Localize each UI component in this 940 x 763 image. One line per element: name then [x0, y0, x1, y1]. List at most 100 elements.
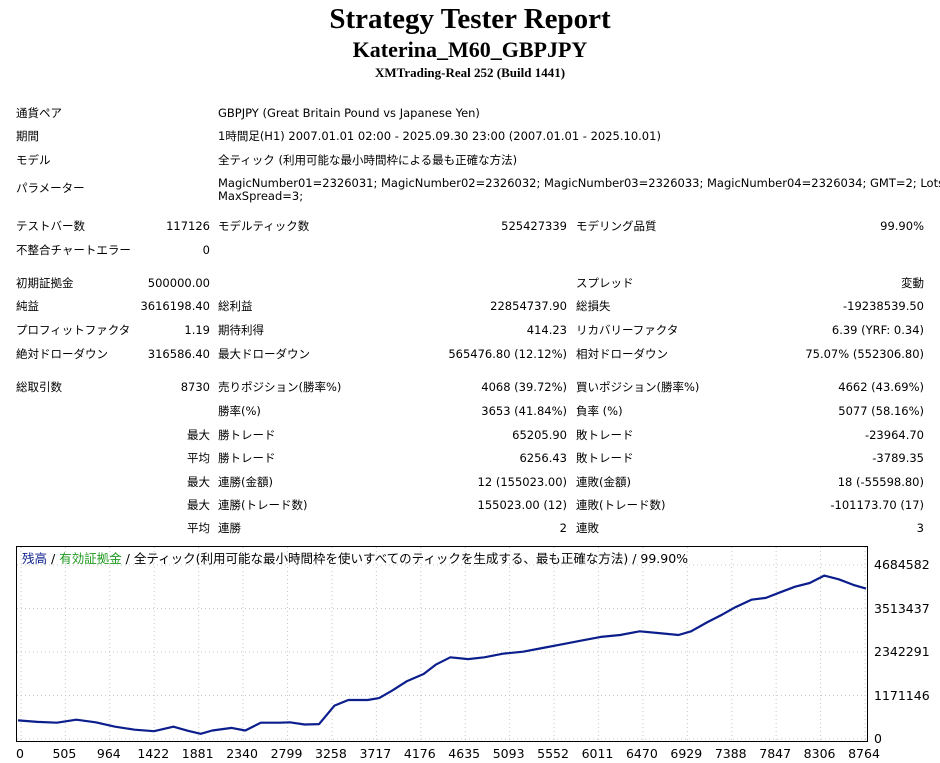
loss-rate-label: 負率 (%) — [576, 404, 623, 418]
server-build: XMTrading-Real 252 (Build 1441) — [374, 65, 566, 80]
x-tick-label: 4176 — [403, 746, 436, 761]
max-cons-wins-label: 連勝(金額) — [218, 475, 273, 489]
long-positions-label: 買いポジション(勝率%) — [576, 380, 700, 394]
y-tick-label: 2342291 — [874, 644, 930, 659]
period-value: 1時間足(H1) 2007.01.01 02:00 - 2025.09.30 2… — [218, 129, 661, 143]
report-title: Strategy Tester Report — [329, 3, 611, 35]
x-tick-label: 0 — [16, 746, 24, 761]
x-tick-label: 4635 — [448, 746, 481, 761]
spread-value: 変動 — [901, 276, 924, 290]
abs-drawdown-value: 316586.40 — [147, 347, 210, 361]
max-label-2: 最大 — [187, 475, 210, 489]
gross-loss-value: -19238539.50 — [843, 299, 924, 313]
x-tick-label: 7388 — [714, 746, 747, 761]
ticks-label: モデルティック数 — [218, 219, 310, 233]
x-tick-label: 8306 — [803, 746, 836, 761]
short-positions-label: 売りポジション(勝率%) — [218, 380, 342, 394]
largest-loss-label: 敗トレード — [576, 428, 634, 442]
y-tick-label: 1171146 — [874, 687, 930, 703]
legend-sep: / — [47, 551, 60, 566]
gross-profit-label: 総利益 — [218, 299, 253, 313]
short-positions-value: 4068 (39.72%) — [481, 380, 567, 394]
avg-loss-label: 敗トレード — [576, 451, 634, 465]
expected-payoff-label: 期待利得 — [218, 323, 264, 337]
avg-label: 平均 — [187, 451, 210, 465]
x-tick-label: 1422 — [137, 746, 170, 761]
x-tick-label: 5093 — [492, 746, 525, 761]
model-label: モデル — [16, 153, 51, 167]
avg-cons-losses-label: 連敗 — [576, 521, 599, 535]
rel-drawdown-value: 75.07% (552306.80) — [805, 347, 924, 361]
max-drawdown-label: 最大ドローダウン — [218, 347, 310, 361]
x-tick-label: 6929 — [670, 746, 703, 761]
largest-win-label: 勝トレード — [218, 428, 276, 442]
max-cons-wins-value: 12 (155023.00) — [477, 475, 567, 489]
largest-win-value: 65205.90 — [512, 428, 567, 442]
series-line-balance — [17, 574, 867, 735]
recovery-factor-value: 6.39 (YRF: 0.34) — [831, 323, 924, 337]
x-tick-label: 7847 — [759, 746, 792, 761]
avg-loss-value: -3789.35 — [872, 451, 924, 465]
max-cons-loss-value: -101173.70 (17) — [830, 498, 924, 512]
net-profit-value: 3616198.40 — [140, 299, 210, 313]
x-tick-label: 3717 — [359, 746, 392, 761]
max-drawdown-value: 565476.80 (12.12%) — [448, 347, 567, 361]
deposit-value: 500000.00 — [147, 276, 210, 290]
max-cons-profit-label: 連勝(トレード数) — [218, 498, 308, 512]
y-tick-label: 0 — [874, 731, 882, 746]
x-tick-label: 2799 — [270, 746, 303, 761]
avg-cons-wins-label: 連勝 — [218, 521, 241, 535]
params-line-1: MagicNumber01=2326031; MagicNumber02=232… — [218, 176, 940, 190]
recovery-factor-label: リカバリーファクタ — [576, 323, 679, 337]
win-rate-value: 3653 (41.84%) — [481, 404, 567, 418]
net-profit-label: 純益 — [16, 299, 39, 313]
legend-equity: 有効証拠金 — [59, 551, 122, 566]
loss-rate-value: 5077 (58.16%) — [838, 404, 924, 418]
x-tick-label: 3258 — [315, 746, 347, 761]
x-tick-label: 6011 — [581, 746, 614, 761]
total-trades-value: 8730 — [180, 380, 210, 394]
spread-label: スプレッド — [576, 276, 634, 290]
avg-cons-losses-value: 3 — [916, 521, 924, 535]
avg-cons-wins-value: 2 — [559, 521, 567, 535]
max-cons-losses-value: 18 (-55598.80) — [837, 475, 924, 489]
x-tick-label: 505 — [52, 746, 77, 761]
total-trades-label: 総取引数 — [16, 380, 62, 394]
x-tick-label: 5552 — [537, 746, 569, 761]
params-line-2: MaxSpread=3; — [218, 189, 304, 203]
max-cons-losses-label: 連敗(金額) — [576, 475, 631, 489]
period-label: 期間 — [16, 129, 39, 143]
x-tick-label: 964 — [96, 746, 121, 761]
bars-label: テストバー数 — [16, 219, 85, 233]
largest-loss-value: -23964.70 — [864, 428, 924, 442]
gross-loss-label: 総損失 — [576, 299, 611, 313]
max-label: 最大 — [187, 428, 210, 442]
profit-factor-label: プロフィットファクタ — [16, 323, 131, 337]
x-tick-label: 6470 — [625, 746, 658, 761]
max-cons-loss-label: 連敗(トレード数) — [576, 498, 666, 512]
chart-plot — [17, 547, 867, 741]
quality-value: 99.90% — [880, 219, 924, 233]
long-positions-value: 4662 (43.69%) — [838, 380, 924, 394]
gross-profit-value: 22854737.90 — [490, 299, 567, 313]
model-value: 全ティック (利用可能な最小時間枠による最も正確な方法) — [218, 153, 518, 167]
symbol-label: 通貨ペア — [16, 106, 62, 120]
max-cons-profit-value: 155023.00 (12) — [477, 498, 567, 512]
deposit-label: 初期証拠金 — [16, 276, 74, 290]
profit-factor-value: 1.19 — [184, 323, 210, 337]
chart-legend: 残高 / 有効証拠金 / 全ティック(利用可能な最小時間枠を使いすべてのティック… — [22, 551, 688, 566]
x-tick-label: 8764 — [848, 746, 880, 761]
mismatch-value: 0 — [202, 243, 210, 257]
avg-label-2: 平均 — [187, 521, 210, 535]
y-tick-label: 4684582 — [874, 557, 930, 572]
max-label-3: 最大 — [187, 498, 210, 512]
symbol-value: GBPJPY (Great Britain Pound vs Japanese … — [218, 106, 480, 120]
params-label: パラメーター — [16, 181, 85, 195]
x-tick-label: 2340 — [226, 746, 258, 761]
avg-win-label: 勝トレード — [218, 451, 276, 465]
x-tick-label: 1881 — [181, 746, 214, 761]
expected-payoff-value: 414.23 — [526, 323, 567, 337]
quality-label: モデリング品質 — [576, 219, 657, 233]
rel-drawdown-label: 相対ドローダウン — [576, 347, 668, 361]
mismatch-label: 不整合チャートエラー — [16, 243, 131, 257]
